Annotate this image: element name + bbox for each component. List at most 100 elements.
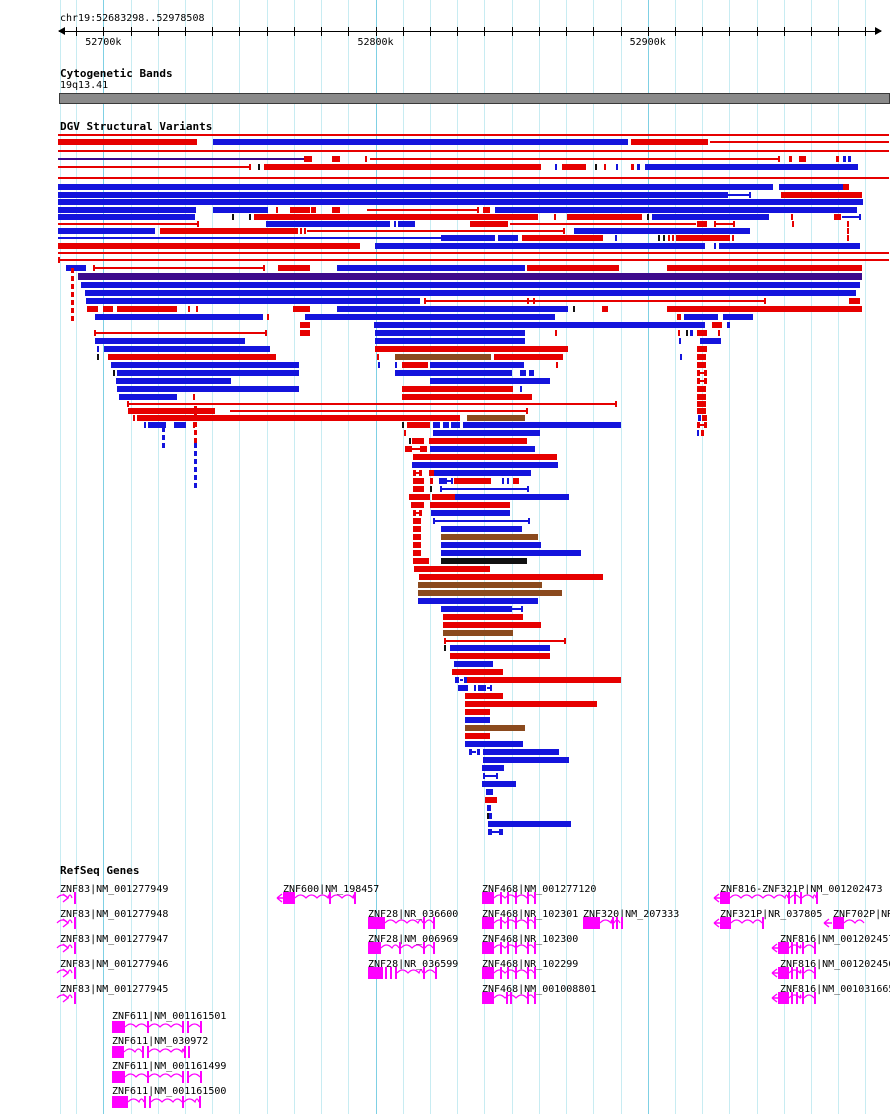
variant-bar[interactable] — [129, 403, 616, 405]
variant-bar[interactable] — [300, 322, 310, 328]
gene-exon-tick[interactable] — [423, 967, 425, 979]
variant-bar[interactable] — [420, 446, 427, 452]
variant-bar[interactable] — [494, 354, 563, 360]
variant-bar[interactable] — [441, 550, 581, 556]
variant-breakend-dash[interactable] — [162, 427, 165, 432]
variant-bar[interactable] — [465, 701, 597, 707]
gene-exon-tick[interactable] — [762, 917, 764, 929]
variant-bar[interactable] — [431, 510, 510, 516]
variant-bar[interactable] — [510, 223, 696, 225]
gene-exon-tick[interactable] — [390, 967, 392, 979]
variant-bar[interactable] — [375, 243, 705, 249]
variant-bar[interactable] — [490, 685, 492, 691]
variant-bar[interactable] — [441, 526, 522, 532]
variant-bar[interactable] — [58, 237, 441, 239]
gene-exon-tick[interactable] — [395, 967, 397, 979]
variant-bar[interactable] — [267, 314, 269, 320]
variant-bar[interactable] — [213, 207, 268, 213]
variant-bar[interactable] — [529, 370, 534, 376]
variant-bar[interactable] — [85, 290, 856, 296]
gene-exon-tick[interactable] — [791, 967, 793, 979]
variant-bar[interactable] — [58, 158, 304, 160]
variant-bar[interactable] — [799, 156, 806, 162]
variant-breakend-dash[interactable] — [162, 435, 165, 440]
variant-bar[interactable] — [441, 542, 541, 548]
gene-intron-line[interactable] — [294, 894, 330, 900]
variant-bar[interactable] — [375, 338, 525, 344]
variant-bar[interactable] — [464, 677, 467, 683]
variant-bar[interactable] — [564, 638, 566, 644]
gene-exon-tick[interactable] — [423, 917, 425, 929]
variant-bar[interactable] — [412, 448, 420, 450]
gene-exon-tick[interactable] — [788, 892, 790, 904]
variant-bar[interactable] — [697, 430, 699, 436]
gene-exon-tick[interactable] — [200, 1071, 202, 1083]
variant-bar[interactable] — [555, 330, 557, 336]
gene-exon-tick[interactable] — [791, 992, 793, 1004]
variant-bar[interactable] — [686, 330, 688, 336]
gene-exon-tick[interactable] — [621, 917, 623, 929]
gene-intron-line[interactable] — [124, 1023, 148, 1028]
variant-bar[interactable] — [430, 486, 432, 492]
variant-bar[interactable] — [95, 338, 245, 344]
variant-bar[interactable] — [96, 332, 266, 334]
variant-bar[interactable] — [631, 139, 708, 145]
variant-breakend-dash[interactable] — [71, 316, 74, 321]
variant-bar[interactable] — [710, 141, 889, 143]
variant-bar[interactable] — [419, 574, 603, 580]
gene-strand-arrow-icon[interactable] — [62, 918, 69, 928]
gene-exon-tick[interactable] — [534, 892, 536, 904]
variant-bar[interactable] — [733, 221, 735, 227]
variant-bar[interactable] — [604, 164, 606, 170]
gene-exon-box[interactable] — [583, 917, 600, 929]
variant-bar[interactable] — [450, 645, 550, 651]
variant-bar[interactable] — [697, 408, 706, 414]
gene-intron-line[interactable] — [803, 969, 815, 974]
variant-bar[interactable] — [127, 401, 129, 407]
variant-bar[interactable] — [791, 214, 793, 220]
variant-bar[interactable] — [698, 415, 701, 421]
variant-bar[interactable] — [520, 386, 522, 392]
variant-bar[interactable] — [849, 298, 860, 304]
variant-bar[interactable] — [117, 386, 299, 392]
variant-bar[interactable] — [430, 502, 510, 508]
variant-bar[interactable] — [395, 370, 512, 376]
variant-bar[interactable] — [413, 454, 557, 460]
gene-exon-tick[interactable] — [507, 967, 509, 979]
variant-bar[interactable] — [513, 478, 519, 484]
variant-bar[interactable] — [704, 422, 707, 428]
variant-bar[interactable] — [526, 408, 528, 414]
variant-bar[interactable] — [416, 472, 419, 474]
gene-exon-tick[interactable] — [796, 942, 798, 954]
gene-intron-line[interactable] — [599, 919, 613, 925]
variant-bar[interactable] — [463, 422, 621, 428]
variant-bar[interactable] — [58, 184, 773, 190]
gene-intron-line[interactable] — [127, 1098, 145, 1104]
gene-exon-box[interactable] — [112, 1071, 125, 1083]
variant-bar[interactable] — [407, 422, 430, 428]
variant-bar[interactable] — [836, 156, 839, 162]
variant-bar[interactable] — [307, 230, 564, 232]
variant-bar[interactable] — [483, 757, 569, 763]
variant-bar[interactable] — [58, 207, 196, 213]
variant-bar[interactable] — [95, 267, 263, 269]
gene-intron-line[interactable] — [424, 919, 434, 924]
variant-bar[interactable] — [160, 228, 298, 234]
variant-bar[interactable] — [637, 164, 640, 170]
gene-exon-tick[interactable] — [534, 992, 536, 1004]
variant-bar[interactable] — [58, 150, 889, 152]
variant-bar[interactable] — [615, 401, 617, 407]
gene-exon-tick[interactable] — [435, 967, 437, 979]
variant-bar[interactable] — [465, 733, 490, 739]
variant-breakend-dash[interactable] — [194, 475, 197, 480]
gene-intron-line[interactable] — [788, 944, 802, 950]
variant-bar[interactable] — [697, 378, 700, 384]
variant-breakend-dash[interactable] — [194, 422, 197, 427]
gene-exon-tick[interactable] — [612, 917, 614, 929]
variant-bar[interactable] — [230, 410, 527, 412]
variant-bar[interactable] — [616, 164, 618, 170]
variant-bar[interactable] — [375, 330, 525, 336]
variant-bar[interactable] — [848, 156, 851, 162]
variant-breakend-dash[interactable] — [71, 268, 74, 273]
